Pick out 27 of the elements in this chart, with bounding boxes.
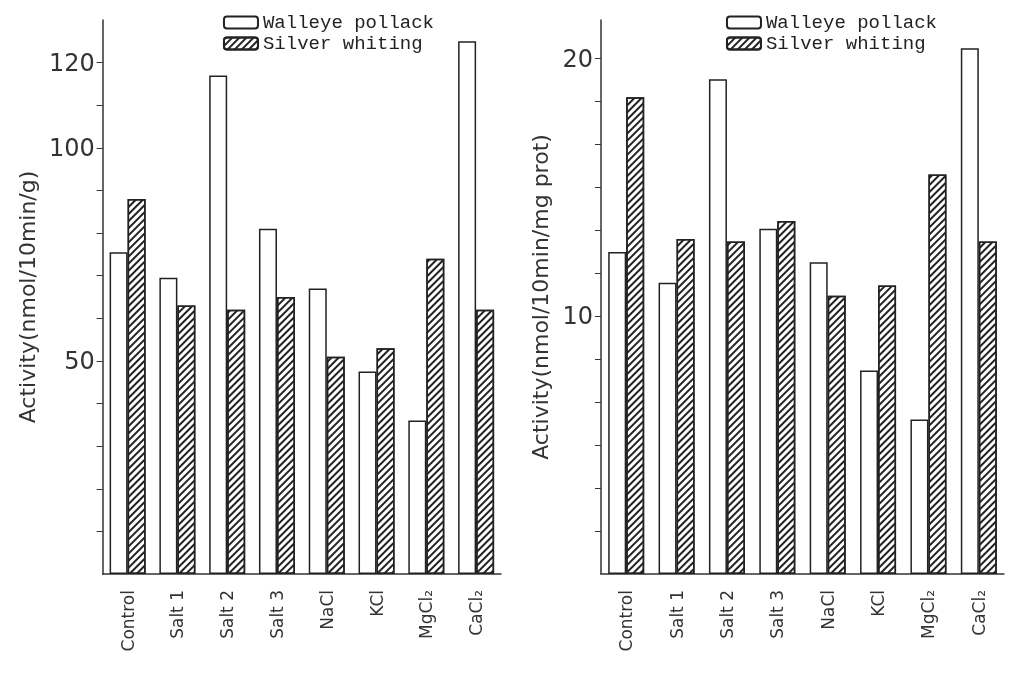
x-tick-label: MgCl₂ [917,590,938,639]
x-tick-label: Control [117,590,138,652]
x-tick-label: CaCl₂ [466,590,487,636]
legend-label: Silver whiting [262,32,423,55]
x-tick-label: CaCl₂ [968,590,989,636]
x-tick-label: KCl [867,590,888,617]
y-tick-label: 50 [64,346,95,375]
x-tick-label: Salt 3 [266,590,287,639]
x-tick-label: NaCl [316,590,337,630]
legend-label: Walleye pollack [765,11,937,34]
legend-label: Silver whiting [765,32,926,55]
x-tick-label: NaCl [817,590,838,630]
x-tick-label: Salt 2 [217,590,238,639]
y-axis-title: Activity(nmol/10min/g) [14,170,40,424]
y-axis-title: Activity(nmol/10min/mg prot) [527,134,552,460]
y-tick-label: 120 [48,48,95,77]
x-tick-label: Salt 3 [766,590,787,639]
x-tick-label: Salt 1 [666,590,687,639]
x-tick-label: KCl [366,590,387,617]
y-tick-label: 10 [561,302,593,331]
y-tick-label: 20 [561,44,593,73]
x-tick-label: MgCl₂ [416,590,437,639]
x-tick-label: Salt 2 [716,590,737,639]
legend-label: Walleye pollack [262,11,434,34]
y-tick-label: 100 [48,133,95,162]
x-tick-label: Salt 1 [167,590,188,639]
x-tick-label: Control [615,590,636,652]
